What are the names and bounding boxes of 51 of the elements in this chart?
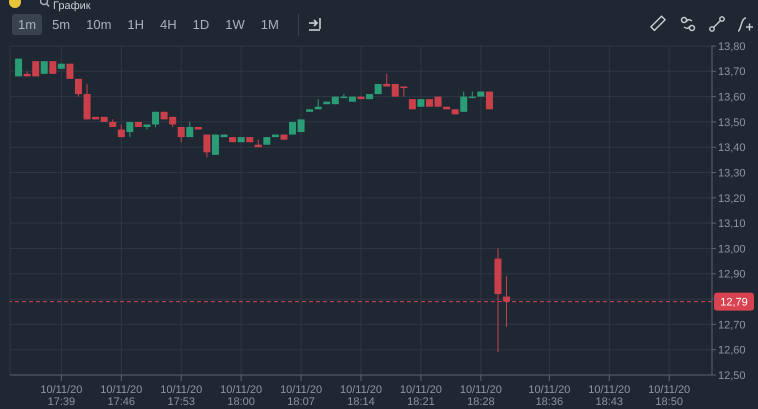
candlestick — [408, 98, 416, 110]
text: 4H — [159, 16, 178, 34]
y-tick-label: 12,90 — [718, 268, 746, 281]
candlestick — [203, 134, 210, 158]
text: 1D — [192, 16, 210, 34]
candlestick — [15, 58, 22, 77]
x-tick-label: 10/11/20 17:46 — [100, 384, 142, 408]
ref-line-label: 12,79 — [720, 296, 748, 309]
x-tick-label: 10/11/20 18:36 — [528, 384, 570, 408]
y-tick-label: 13,50 — [718, 116, 746, 129]
x-tick-label: 10/11/20 18:00 — [220, 384, 262, 408]
candlestick — [460, 91, 468, 112]
x-tick-label: 10/11/20 18:28 — [460, 384, 502, 408]
candlestick — [314, 98, 322, 110]
candlestick — [66, 63, 74, 80]
text: 1H — [126, 16, 146, 34]
candlestick — [118, 124, 125, 138]
text: 5m — [51, 16, 72, 34]
y-tick-label: 13,70 — [718, 66, 746, 78]
x-tick-label: 10/11/20 17:53 — [160, 384, 202, 408]
text: 1M — [260, 16, 280, 34]
candlestick — [152, 111, 160, 128]
x-tick-label: 10/11/20 17:39 — [40, 384, 82, 408]
y-tick-label: 13,00 — [718, 243, 746, 256]
text: 1m — [12, 14, 42, 35]
y-tick-label: 13,80 — [718, 40, 746, 53]
candlestick — [40, 60, 48, 74]
y-tick-label: 13,60 — [718, 92, 746, 104]
x-tick-label: 10/11/20 18:14 — [340, 384, 382, 408]
y-tick-label: 12,50 — [718, 370, 746, 382]
candlestick — [74, 78, 82, 98]
x-tick-label: 10/11/20 18:21 — [400, 384, 442, 408]
y-tick-label: 12,70 — [718, 319, 746, 332]
text: 10m — [85, 16, 112, 34]
candlestick — [186, 121, 194, 138]
y-tick-label: 13,30 — [718, 167, 746, 180]
x-tick-label: 10/11/20 18:50 — [648, 384, 690, 408]
y-tick-label: 13,40 — [718, 142, 746, 154]
candlestick — [468, 91, 476, 98]
chart-title: График — [53, 0, 91, 12]
candlestick — [178, 126, 185, 143]
y-tick-label: 12,60 — [718, 344, 746, 357]
y-tick-label: 13,10 — [718, 218, 746, 230]
candlestick — [486, 91, 493, 110]
x-tick-label: 10/11/20 18:07 — [280, 384, 322, 408]
x-tick-label: 10/11/20 18:43 — [588, 384, 630, 408]
candlestick — [503, 276, 510, 328]
candlestick — [126, 121, 134, 138]
text: 1W — [224, 16, 246, 34]
y-tick-label: 13,20 — [718, 192, 746, 205]
candlestick — [49, 60, 56, 74]
